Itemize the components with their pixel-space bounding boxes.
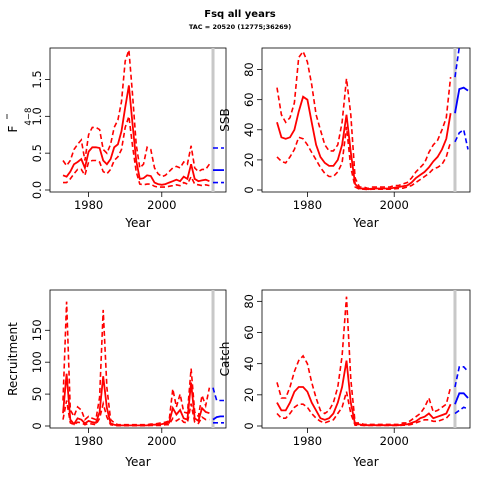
x-tick-label: 2000 xyxy=(147,198,176,212)
historic-upper-line xyxy=(276,49,452,190)
x-tick-label: 1980 xyxy=(74,198,103,212)
plot-frame xyxy=(49,289,227,429)
plot-frame xyxy=(261,47,471,193)
y-axis-label-main: F xyxy=(6,125,20,132)
figure-subtitle: TAC = 20520 (12775;36269) xyxy=(188,23,292,31)
y-tick-label: 0 xyxy=(242,186,256,193)
x-axis-label: Year xyxy=(124,216,150,230)
y-tick-label: 60 xyxy=(242,92,256,107)
historic-median-line xyxy=(62,85,210,186)
y-tick-label: 0.5 xyxy=(30,144,44,162)
y-axis-label: SSB xyxy=(218,108,232,131)
y-axis-label-subscript: 4−8 xyxy=(24,108,34,126)
y-tick-label: 60 xyxy=(242,325,256,340)
plot-area xyxy=(276,48,469,192)
y-tick-label: 1.0 xyxy=(30,107,44,125)
y-axis-label: Catch xyxy=(218,342,232,377)
projection-lower-line xyxy=(454,406,469,415)
x-axis-label: Year xyxy=(124,455,150,469)
historic-upper-line xyxy=(62,49,211,178)
x-axis-label: Year xyxy=(352,455,378,469)
projection-upper-line xyxy=(212,387,224,402)
projection-upper-line xyxy=(454,366,469,388)
y-tick-label: 50 xyxy=(30,387,44,402)
y-tick-label: 0 xyxy=(242,422,256,429)
y-tick-label: 1.5 xyxy=(30,70,44,88)
x-tick-label: 2000 xyxy=(380,434,409,448)
y-tick-label: 0 xyxy=(30,422,44,429)
panel-recruitment: 1980 2000 0 50 100 150 Year Recruitment xyxy=(6,289,227,469)
y-tick-label: 80 xyxy=(242,294,256,309)
x-tick-label: 1980 xyxy=(293,434,322,448)
y-tick-label: 80 xyxy=(242,62,256,77)
projection-median-line xyxy=(454,392,469,405)
y-axis-label: Recruitment xyxy=(6,322,20,396)
y-tick-label: 150 xyxy=(30,319,44,341)
projection-median-line xyxy=(454,86,469,114)
plot-area xyxy=(62,48,224,192)
plot-frame xyxy=(261,289,471,429)
historic-upper-line xyxy=(276,296,452,426)
projection-median-line xyxy=(212,415,224,421)
plot-area xyxy=(62,290,224,428)
y-tick-label: 0.0 xyxy=(30,181,44,199)
historic-median-line xyxy=(276,360,452,427)
panel-f: 1980 2000 0.0 0.5 1.0 1.5 Year F 4−8 xyxy=(6,47,227,230)
x-tick-label: 1980 xyxy=(293,198,322,212)
y-axis-label: F 4−8 xyxy=(6,108,34,133)
panel-ssb: 1980 2000 0 20 40 60 80 Year SSB xyxy=(218,47,471,230)
y-tick-label: 20 xyxy=(242,388,256,403)
historic-median-line xyxy=(276,95,452,191)
x-tick-label: 2000 xyxy=(380,198,409,212)
y-tick-label: 100 xyxy=(30,351,44,373)
y-tick-label: 20 xyxy=(242,153,256,168)
projection-lower-line xyxy=(454,128,469,150)
projection-upper-line xyxy=(454,48,460,78)
plot-area xyxy=(276,290,469,428)
historic-upper-line xyxy=(62,301,211,426)
y-tick-label: 40 xyxy=(242,356,256,371)
x-tick-label: 1980 xyxy=(74,434,103,448)
historic-lower-line xyxy=(276,126,452,191)
y-tick-label: 40 xyxy=(242,122,256,137)
historic-median-line xyxy=(62,373,210,427)
historic-lower-line xyxy=(63,116,210,188)
x-tick-label: 2000 xyxy=(147,434,176,448)
plot-frame xyxy=(49,47,227,193)
figure-title: Fsq all years xyxy=(204,9,276,20)
x-axis-label: Year xyxy=(352,216,378,230)
panel-catch: 1980 2000 0 20 40 60 80 Year Catch xyxy=(218,289,471,469)
